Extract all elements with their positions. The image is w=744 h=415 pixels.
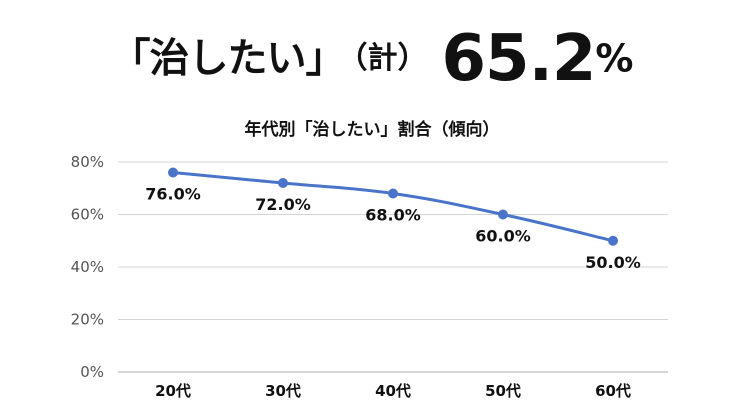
- x-tick-label: 60代: [595, 382, 631, 400]
- headline-unit: %: [595, 36, 634, 81]
- y-tick-label: 60%: [71, 206, 104, 224]
- data-point: [608, 235, 618, 246]
- data-point: [278, 178, 288, 188]
- x-tick-label: 40代: [375, 382, 411, 400]
- headline-value: 65.2: [441, 21, 597, 96]
- data-labels: 76.0% 72.0% 68.0% 60.0% 50.0%: [145, 185, 641, 272]
- y-tick-label: 0%: [80, 363, 104, 381]
- x-tick-label: 30代: [265, 382, 301, 400]
- grid: [118, 161, 668, 373]
- y-axis-ticks: 0% 20% 40% 60% 80%: [71, 153, 104, 381]
- chart-title: 年代別「治したい」割合（傾向）: [245, 119, 500, 140]
- data-label: 60.0%: [475, 227, 531, 246]
- data-label: 50.0%: [585, 253, 641, 272]
- x-axis-ticks: 20代 30代 40代 50代 60代: [155, 382, 631, 400]
- y-tick-label: 80%: [71, 153, 104, 171]
- data-point: [168, 167, 178, 178]
- series: [168, 167, 618, 246]
- data-label: 72.0%: [255, 195, 311, 214]
- headline-sub: （計）: [352, 40, 428, 76]
- data-label: 76.0%: [145, 185, 201, 204]
- data-point: [388, 188, 398, 199]
- headline-label: 「治したい」: [110, 35, 346, 82]
- x-tick-label: 20代: [155, 382, 191, 400]
- y-tick-label: 40%: [71, 258, 104, 276]
- headline: 「治したい」 （計） 65.2%: [0, 18, 744, 98]
- data-point: [498, 209, 508, 220]
- x-tick-label: 50代: [485, 382, 521, 400]
- y-tick-label: 20%: [71, 311, 104, 329]
- data-label: 68.0%: [365, 206, 421, 225]
